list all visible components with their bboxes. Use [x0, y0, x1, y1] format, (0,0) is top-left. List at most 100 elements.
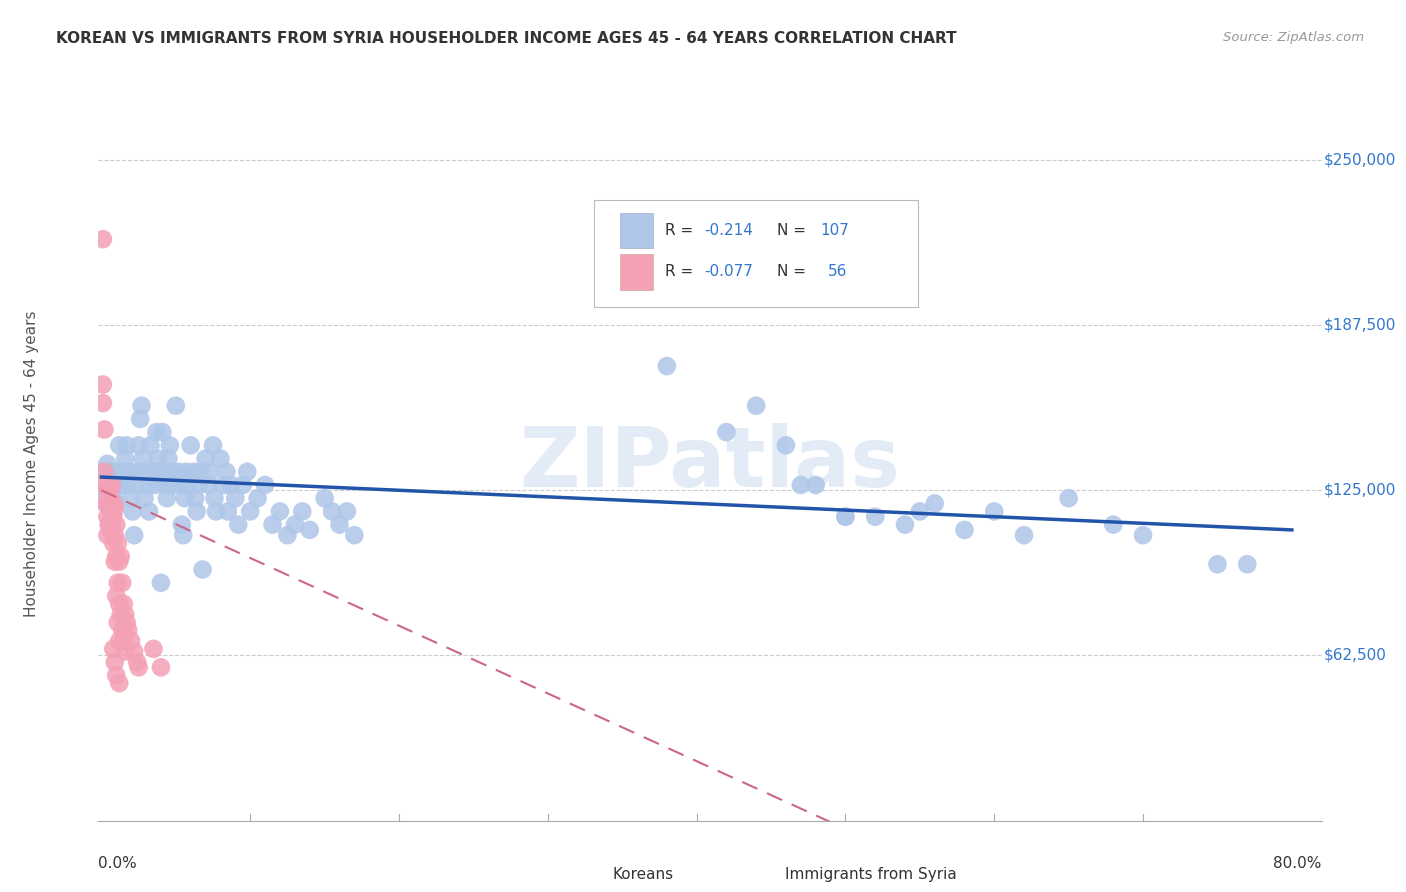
Point: [146, 451, 169, 466]
Point: [93, 422, 115, 436]
Point: [170, 517, 193, 532]
Point: [173, 491, 195, 506]
Point: [149, 575, 172, 590]
Point: [834, 509, 856, 524]
Point: [111, 575, 134, 590]
Point: [804, 478, 827, 492]
Text: 56: 56: [828, 264, 846, 279]
Point: [91, 465, 114, 479]
Point: [215, 465, 238, 479]
Point: [159, 438, 181, 452]
Point: [205, 504, 228, 518]
Point: [101, 478, 124, 492]
FancyBboxPatch shape: [593, 200, 918, 307]
Text: 0.0%: 0.0%: [98, 856, 138, 871]
Text: ZIPatlas: ZIPatlas: [520, 424, 900, 504]
Point: [180, 438, 202, 452]
Point: [194, 451, 217, 466]
Point: [177, 478, 200, 492]
Point: [924, 496, 946, 510]
Point: [291, 504, 314, 518]
Point: [98, 483, 121, 498]
FancyBboxPatch shape: [734, 862, 779, 888]
Point: [226, 517, 249, 532]
Point: [239, 504, 262, 518]
Point: [834, 509, 856, 524]
Point: [232, 478, 254, 492]
Text: Immigrants from Syria: Immigrants from Syria: [785, 867, 956, 881]
Point: [127, 465, 149, 479]
Point: [191, 563, 214, 577]
Point: [136, 478, 159, 492]
Point: [114, 644, 136, 658]
Point: [122, 644, 145, 658]
Point: [120, 491, 142, 506]
Point: [201, 438, 224, 452]
Point: [105, 496, 128, 510]
Point: [101, 517, 124, 532]
Point: [1102, 517, 1125, 532]
Point: [138, 504, 160, 518]
Point: [983, 504, 1005, 518]
Point: [655, 359, 678, 373]
Point: [1132, 528, 1154, 542]
Point: [112, 478, 135, 492]
Point: [111, 624, 134, 638]
Point: [104, 475, 127, 490]
Point: [105, 465, 128, 479]
Text: R =: R =: [665, 264, 697, 279]
Point: [188, 465, 211, 479]
Text: -0.214: -0.214: [704, 223, 752, 238]
Point: [149, 660, 172, 674]
Point: [157, 451, 180, 466]
Point: [98, 501, 121, 516]
FancyBboxPatch shape: [620, 254, 652, 290]
Point: [209, 451, 232, 466]
Text: Householder Income Ages 45 - 64 years: Householder Income Ages 45 - 64 years: [24, 310, 38, 617]
Point: [117, 624, 139, 638]
Point: [96, 483, 118, 498]
Point: [94, 496, 117, 510]
Point: [142, 465, 165, 479]
Point: [103, 496, 125, 510]
Point: [167, 465, 190, 479]
Point: [115, 615, 138, 630]
Point: [103, 491, 125, 506]
Point: [97, 496, 120, 510]
Point: [91, 377, 114, 392]
Point: [186, 504, 208, 518]
Point: [162, 478, 184, 492]
Point: [108, 634, 131, 648]
Point: [105, 517, 128, 532]
Point: [863, 509, 886, 524]
Point: [97, 478, 120, 492]
Point: [224, 491, 246, 506]
Point: [104, 555, 127, 569]
Point: [104, 655, 127, 669]
Point: [103, 536, 125, 550]
Point: [165, 399, 187, 413]
Point: [103, 641, 125, 656]
Point: [107, 575, 129, 590]
Point: [217, 504, 239, 518]
Point: [745, 399, 768, 413]
Point: [143, 478, 166, 492]
Point: [1012, 528, 1035, 542]
Point: [104, 501, 127, 516]
Point: [174, 465, 197, 479]
Text: R =: R =: [665, 223, 697, 238]
Point: [298, 523, 321, 537]
Point: [120, 634, 142, 648]
Text: -0.077: -0.077: [704, 264, 752, 279]
Point: [160, 465, 183, 479]
Point: [343, 528, 366, 542]
Point: [96, 509, 118, 524]
Point: [118, 465, 141, 479]
Point: [198, 465, 221, 479]
Point: [169, 478, 191, 492]
FancyBboxPatch shape: [620, 212, 652, 248]
Point: [114, 451, 136, 466]
Point: [716, 425, 738, 439]
Point: [105, 549, 128, 564]
Point: [236, 465, 259, 479]
